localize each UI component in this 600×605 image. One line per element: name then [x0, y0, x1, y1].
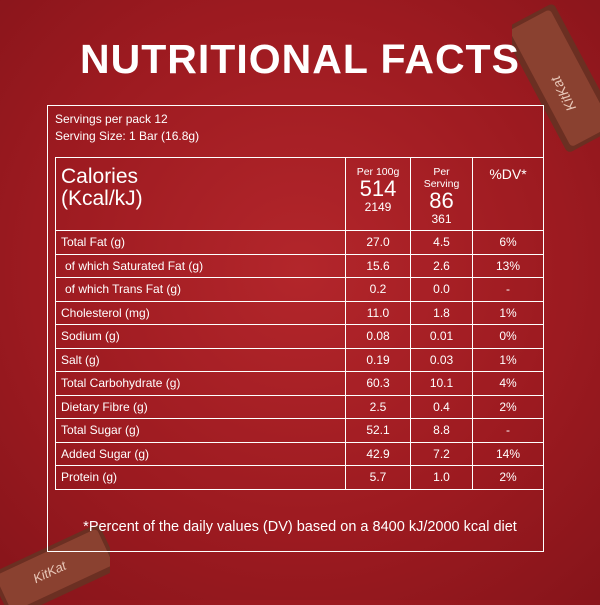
- kj-value: 2149: [364, 200, 392, 214]
- nutrient-name: Dietary Fibre (g): [55, 394, 346, 419]
- kcal-value: 86: [429, 188, 454, 213]
- nutrient-value: 14%: [472, 441, 544, 466]
- serving-size: Serving Size: 1 Bar (16.8g): [55, 129, 200, 143]
- nutrient-name: Total Fat (g): [55, 230, 346, 255]
- nutrient-value: 2%: [472, 394, 544, 419]
- nutrient-value: 1.0: [410, 465, 473, 490]
- nutrient-value: 0.01: [410, 324, 473, 349]
- nutrient-value: 60.3: [345, 371, 411, 396]
- kcal-value: 514: [359, 176, 397, 201]
- nutrient-row: Protein (g) 5.7 1.0 2%: [55, 465, 544, 490]
- nutrient-name: of which Saturated Fat (g): [55, 253, 346, 278]
- nutrient-value: 7.2: [410, 441, 473, 466]
- nutrient-name: of which Trans Fat (g): [55, 277, 346, 302]
- calories-label: Calories: [61, 165, 139, 188]
- nutrient-value: 0.08: [345, 324, 411, 349]
- nutrient-value: 0.0: [410, 277, 473, 302]
- nutrient-value: -: [472, 418, 544, 443]
- kitkat-bar-top: KitKat: [512, 4, 600, 152]
- nutrient-name: Salt (g): [55, 347, 346, 372]
- kitkat-bar-bottom: KitKat: [0, 524, 110, 605]
- nutrient-value: 0.2: [345, 277, 411, 302]
- nutrient-value: 10.1: [410, 371, 473, 396]
- kj-value: 361: [431, 212, 452, 226]
- nutrient-row: Total Fat (g) 27.0 4.5 6%: [55, 230, 544, 255]
- nutrient-value: 4%: [472, 371, 544, 396]
- nutrient-row: Salt (g) 0.19 0.03 1%: [55, 347, 544, 372]
- nutrient-value: 1.8: [410, 300, 473, 325]
- calories-cell: Calories (Kcal/kJ): [55, 157, 346, 231]
- servings-per-pack: Servings per pack 12: [55, 112, 168, 126]
- nutrient-value: 6%: [472, 230, 544, 255]
- nutrient-row: of which Trans Fat (g) 0.2 0.0-: [55, 277, 544, 302]
- column-header: Per 100g 514 2149: [345, 157, 411, 231]
- nutrient-row: Dietary Fibre (g) 2.5 0.4 2%: [55, 394, 544, 419]
- header-row: Calories (Kcal/kJ) Per 100g 514 2149 Per Serv…: [55, 157, 544, 231]
- nutrient-value: 1%: [472, 300, 544, 325]
- nutrient-value: 42.9: [345, 441, 411, 466]
- nutrient-value: 2.5: [345, 394, 411, 419]
- nutrient-value: 8.8: [410, 418, 473, 443]
- column-header: Per Serving 86 361: [410, 157, 473, 231]
- nutrient-name: Sodium (g): [55, 324, 346, 349]
- nutrient-value: 11.0: [345, 300, 411, 325]
- title: NUTRITIONAL FACTS: [80, 36, 520, 82]
- nutrient-value: 1%: [472, 347, 544, 372]
- column-label: Per Serving: [423, 166, 460, 190]
- nutrient-row: Total Sugar (g) 52.1 8.8-: [55, 418, 544, 443]
- nutrient-name: Protein (g): [55, 465, 346, 490]
- nutrient-value: 13%: [472, 253, 544, 278]
- nutrient-value: 0.4: [410, 394, 473, 419]
- nutrient-value: -: [472, 277, 544, 302]
- nutrient-value: 4.5: [410, 230, 473, 255]
- nutrient-value: 0.19: [345, 347, 411, 372]
- footnote: *Percent of the daily values (DV) based …: [83, 519, 517, 535]
- nutrient-name: Total Sugar (g): [55, 418, 346, 443]
- nutrient-row: of which Saturated Fat (g) 15.6 2.6 13%: [55, 253, 544, 278]
- nutrient-value: 0%: [472, 324, 544, 349]
- nutrient-value: 27.0: [345, 230, 411, 255]
- bar-top: [0, 529, 110, 605]
- nutrient-name: Added Sugar (g): [55, 441, 346, 466]
- nutrient-value: 2.6: [410, 253, 473, 278]
- nutrient-value: 5.7: [345, 465, 411, 490]
- nutrient-name: Cholesterol (mg): [55, 300, 346, 325]
- nutrient-name: Total Carbohydrate (g): [55, 371, 346, 396]
- nutrition-table: Calories (Kcal/kJ) Per 100g 514 2149 Per Serv…: [55, 157, 544, 490]
- panel: [47, 105, 544, 552]
- nutrient-row: Cholesterol (mg) 11.0 1.8 1%: [55, 300, 544, 325]
- bar-top: [512, 10, 600, 146]
- column-label: Per 100g: [356, 166, 400, 178]
- nutrient-value: 0.03: [410, 347, 473, 372]
- nutrient-value: 15.6: [345, 253, 411, 278]
- nutrient-row: Sodium (g) 0.08 0.01 0%: [55, 324, 544, 349]
- nutrient-row: Total Carbohydrate (g) 60.3 10.1 4%: [55, 371, 544, 396]
- calories-label: (Kcal/kJ): [61, 187, 143, 210]
- nutrient-value: 2%: [472, 465, 544, 490]
- nutrient-value: 52.1: [345, 418, 411, 443]
- dv-header: %DV*: [472, 157, 544, 231]
- nutrient-row: Added Sugar (g) 42.9 7.2 14%: [55, 441, 544, 466]
